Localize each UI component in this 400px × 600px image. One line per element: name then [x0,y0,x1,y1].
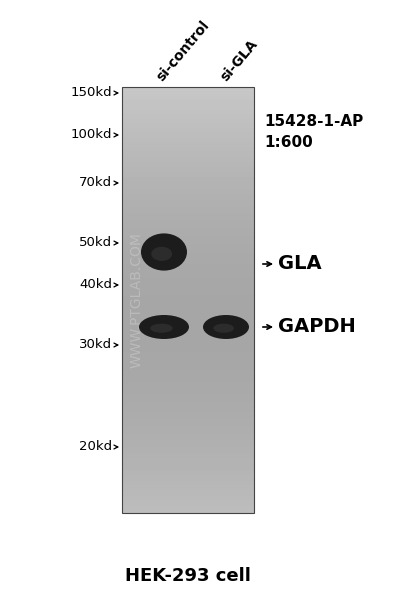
Text: si-GLA: si-GLA [218,37,261,84]
Ellipse shape [213,323,234,333]
Text: HEK-293 cell: HEK-293 cell [125,567,251,585]
Text: 70kd: 70kd [79,176,112,190]
Text: 20kd: 20kd [79,440,112,454]
Ellipse shape [141,233,187,271]
Text: 40kd: 40kd [79,278,112,292]
Ellipse shape [151,247,172,261]
Ellipse shape [150,323,173,333]
Text: 15428-1-AP
1:600: 15428-1-AP 1:600 [264,114,363,150]
Text: si-control: si-control [154,18,212,84]
Text: 50kd: 50kd [79,236,112,250]
Text: 150kd: 150kd [70,86,112,100]
Ellipse shape [139,315,189,339]
Text: GLA: GLA [278,254,322,274]
Text: 30kd: 30kd [79,338,112,352]
Text: WWW.PTGLAB.COM: WWW.PTGLAB.COM [130,232,144,368]
Ellipse shape [203,315,249,339]
Text: 100kd: 100kd [70,128,112,142]
Text: GAPDH: GAPDH [278,317,356,337]
Bar [122,87,254,513]
